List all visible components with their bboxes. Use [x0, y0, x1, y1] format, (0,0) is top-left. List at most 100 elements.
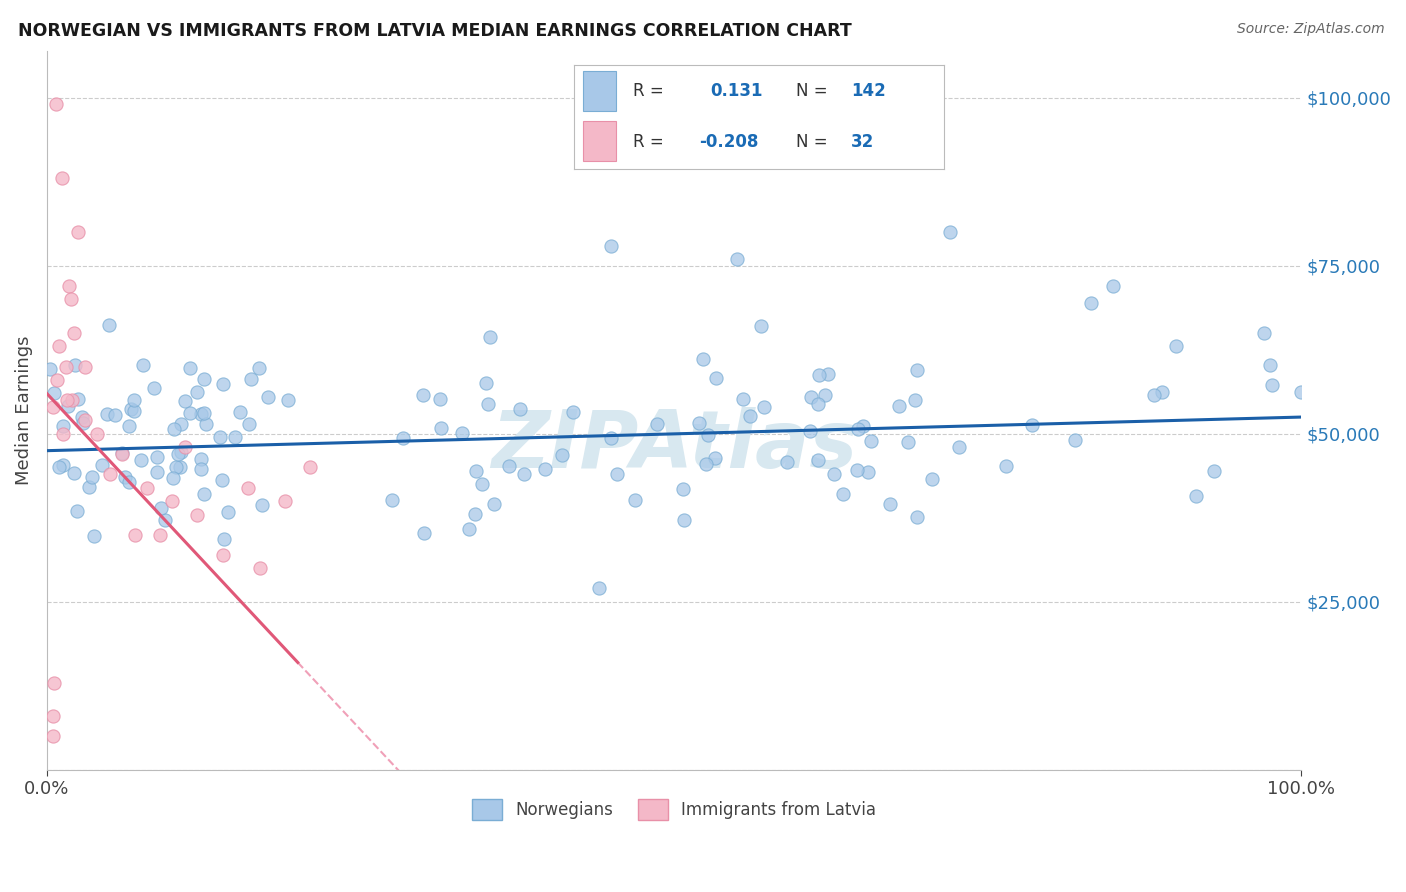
Point	[118, 419, 141, 434]
Point	[48, 460, 70, 475]
Point	[145, 466, 167, 480]
Point	[51, 418, 73, 433]
Point	[91, 458, 114, 472]
Point	[59, 293, 82, 307]
Point	[905, 509, 928, 524]
Point	[776, 455, 799, 469]
Point	[412, 388, 434, 402]
Point	[277, 393, 299, 408]
Point	[190, 407, 212, 421]
Point	[228, 405, 250, 419]
Point	[1152, 385, 1174, 400]
Point	[70, 410, 93, 425]
Point	[45, 373, 67, 387]
Point	[551, 448, 574, 462]
Point	[58, 279, 80, 293]
Point	[704, 371, 727, 385]
Point	[1289, 385, 1312, 400]
Point	[808, 368, 831, 382]
Point	[1164, 339, 1187, 353]
Point	[83, 529, 105, 543]
Point	[475, 376, 498, 390]
Point	[482, 497, 505, 511]
Point	[1253, 326, 1275, 340]
Point	[170, 445, 193, 459]
Point	[887, 399, 910, 413]
Point	[179, 361, 201, 376]
Point	[274, 494, 297, 508]
Point	[498, 458, 520, 473]
Point	[733, 392, 755, 407]
Point	[97, 318, 120, 332]
Point	[42, 385, 65, 400]
Point	[96, 407, 118, 421]
Point	[132, 358, 155, 372]
Point	[1143, 387, 1166, 401]
Point	[1064, 433, 1087, 447]
Point	[190, 462, 212, 476]
Point	[193, 406, 215, 420]
Point	[1102, 279, 1125, 293]
Point	[704, 450, 727, 465]
Point	[249, 561, 271, 575]
Point	[457, 522, 479, 536]
Point	[252, 498, 274, 512]
Legend: Norwegians, Immigrants from Latvia: Norwegians, Immigrants from Latvia	[465, 793, 883, 826]
Point	[62, 466, 84, 480]
Point	[600, 431, 623, 445]
Point	[44, 675, 66, 690]
Point	[697, 427, 720, 442]
Point	[195, 417, 218, 431]
Point	[98, 467, 121, 482]
Point	[162, 471, 184, 485]
Point	[509, 401, 531, 416]
Point	[846, 463, 869, 477]
Point	[429, 420, 451, 434]
Point	[1260, 358, 1282, 372]
Point	[66, 504, 89, 518]
Point	[413, 526, 436, 541]
Point	[173, 440, 195, 454]
Point	[73, 413, 96, 427]
Point	[111, 446, 134, 460]
Point	[190, 452, 212, 467]
Point	[212, 377, 235, 392]
Point	[1021, 418, 1043, 433]
Point	[464, 464, 486, 478]
Point	[58, 399, 80, 413]
Point	[45, 97, 67, 112]
Point	[82, 470, 104, 484]
Point	[905, 363, 928, 377]
Point	[150, 500, 173, 515]
Point	[807, 452, 830, 467]
Point	[179, 406, 201, 420]
Point	[120, 402, 142, 417]
Point	[852, 418, 875, 433]
Point	[860, 434, 883, 448]
Point	[534, 462, 557, 476]
Point	[823, 467, 845, 481]
Point	[513, 467, 536, 482]
Point	[42, 400, 65, 414]
Point	[471, 477, 494, 491]
Point	[42, 709, 65, 723]
Point	[193, 487, 215, 501]
Point	[299, 460, 322, 475]
Point	[1080, 295, 1102, 310]
Point	[153, 513, 176, 527]
Point	[846, 421, 869, 435]
Point	[1202, 464, 1225, 478]
Point	[51, 171, 73, 186]
Point	[114, 469, 136, 483]
Point	[72, 417, 94, 431]
Point	[224, 430, 246, 444]
Point	[800, 390, 823, 404]
Point	[211, 548, 233, 562]
Point	[799, 424, 821, 438]
Point	[600, 238, 623, 252]
Point	[52, 426, 75, 441]
Point	[464, 508, 486, 522]
Point	[86, 426, 108, 441]
Point	[879, 497, 901, 511]
Point	[142, 382, 165, 396]
